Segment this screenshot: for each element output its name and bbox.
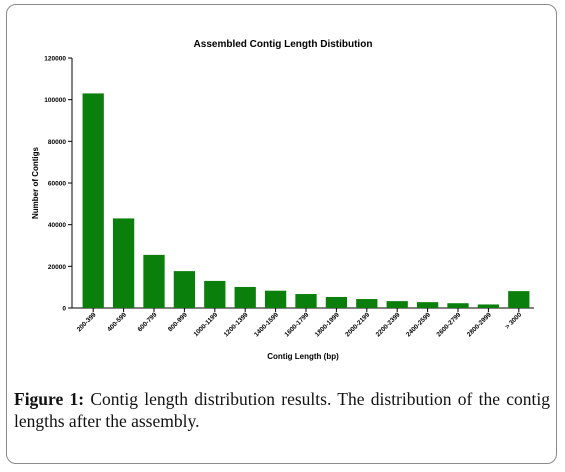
y-tick-label: 60000 — [48, 181, 66, 188]
x-axis-title: Contig Length (bp) — [267, 352, 339, 361]
bar — [356, 299, 378, 308]
caption-label: Figure 1: — [14, 389, 85, 409]
bar — [173, 271, 196, 308]
bar — [508, 291, 530, 308]
x-ticks: 200-399 400-599 600-799 800-999 1000-1199 120… — [76, 308, 523, 338]
x-tick-label: 1000-1199 — [193, 311, 220, 338]
figure-caption: Figure 1: Contig length distribution res… — [14, 388, 550, 432]
bar — [264, 290, 287, 308]
x-tick-label: 600-799 — [137, 311, 159, 333]
x-tick-label: 2800-2999 — [466, 311, 493, 338]
bar — [234, 286, 256, 308]
bar — [477, 304, 500, 308]
y-tick-label: 0 — [62, 306, 66, 313]
bar — [204, 280, 226, 308]
bar — [82, 93, 104, 309]
y-tick-label: 120000 — [44, 56, 66, 63]
y-tick-label: 80000 — [48, 139, 66, 146]
x-tick-label: 1600-1799 — [283, 311, 310, 338]
caption-text: Contig length distribution results. The … — [14, 389, 550, 431]
x-tick-label: 2600-2799 — [435, 311, 462, 338]
x-tick-label: 2400-2599 — [405, 311, 432, 338]
bar — [112, 218, 135, 308]
x-tick-label: 1200-1399 — [223, 311, 250, 338]
bar — [447, 303, 469, 308]
x-tick-label: 200-399 — [76, 311, 98, 333]
y-tick-label: 100000 — [44, 97, 66, 104]
bar — [386, 301, 408, 308]
bars — [82, 93, 530, 309]
x-tick-label: > 3000 — [504, 311, 523, 330]
bar — [295, 294, 317, 308]
x-tick-label: 800-999 — [167, 311, 189, 333]
bar — [325, 296, 348, 308]
y-tick-label: 20000 — [48, 264, 66, 271]
chart-title: Assembled Contig Length Distibution — [194, 39, 373, 50]
bar-chart: Assembled Contig Length Distibution Numb… — [31, 39, 534, 361]
x-tick-label: 1400-1599 — [253, 311, 280, 338]
bar — [416, 302, 439, 308]
x-tick-label: 400-599 — [106, 311, 128, 333]
x-tick-label: 2200-2399 — [375, 311, 402, 338]
x-tick-label: 2000-2199 — [344, 311, 371, 338]
y-ticks: 0 20000 40000 60000 80000 100000 120000 — [44, 56, 72, 313]
bar — [143, 254, 165, 308]
x-tick-label: 1800-1999 — [314, 311, 341, 338]
y-tick-label: 40000 — [48, 222, 66, 229]
y-axis-title: Number of Contigs — [31, 146, 40, 219]
